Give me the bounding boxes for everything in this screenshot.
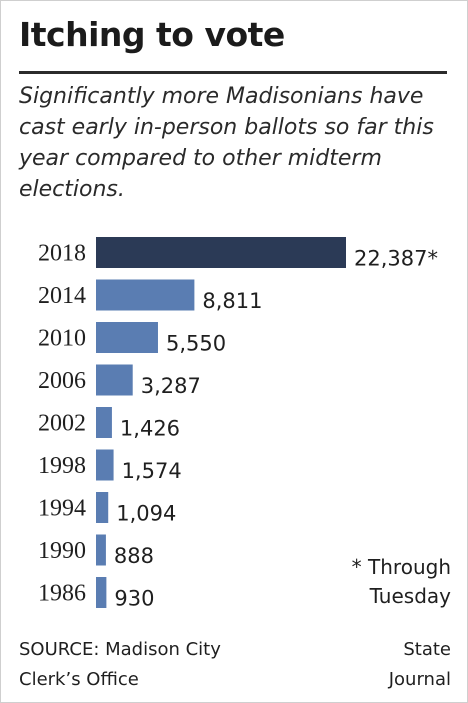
bar-1990 <box>96 534 106 566</box>
bar-1986 <box>96 577 107 608</box>
value-label: 1,574 <box>122 459 182 483</box>
category-label: 2006 <box>38 368 86 394</box>
bar-2010 <box>96 322 158 353</box>
category-label: 1994 <box>38 496 86 522</box>
value-label: 930 <box>114 587 154 611</box>
category-label: 1990 <box>38 538 86 564</box>
value-label: 8,811 <box>202 289 262 313</box>
chart-title: Itching to vote <box>19 15 285 54</box>
value-label: 1,426 <box>120 417 180 441</box>
bar-2002 <box>96 407 112 438</box>
value-label: 22,387* <box>354 247 438 271</box>
value-label: 1,094 <box>116 502 176 526</box>
bar-2018 <box>96 237 346 268</box>
title-rule <box>19 71 447 74</box>
bar-1998 <box>96 449 114 481</box>
bar-1994 <box>96 492 109 523</box>
category-label: 2010 <box>38 326 86 352</box>
category-label: 2002 <box>38 411 86 437</box>
source-note: SOURCE: Madison City Clerk’s Office <box>19 639 221 690</box>
credit-line: State Journal <box>388 639 451 690</box>
chart-subtitle: Significantly more Madisonians have cast… <box>19 84 434 202</box>
category-label: 1986 <box>38 581 86 607</box>
category-label: 1998 <box>38 453 86 479</box>
category-label: 2018 <box>38 241 86 267</box>
bar-2006 <box>96 364 133 396</box>
value-label: 888 <box>114 544 154 568</box>
footnote: * Through Tuesday <box>351 555 451 608</box>
value-label: 5,550 <box>166 332 226 356</box>
bar-2014 <box>96 279 195 311</box>
category-label: 2014 <box>38 283 86 309</box>
value-label: 3,287 <box>141 374 201 398</box>
